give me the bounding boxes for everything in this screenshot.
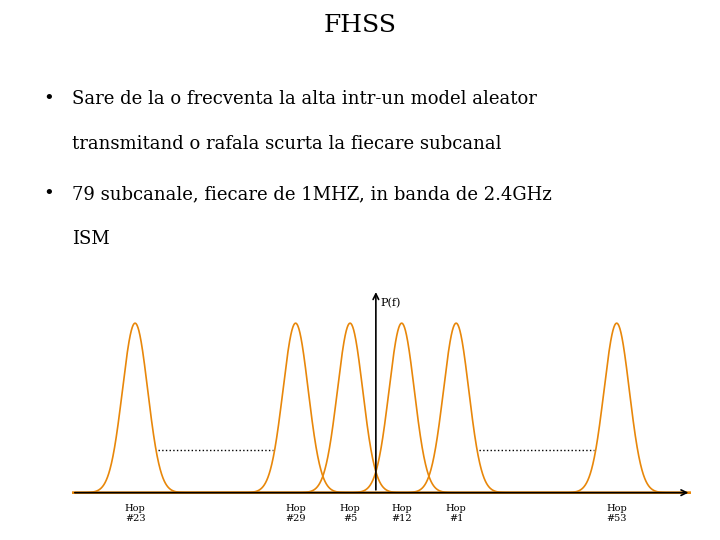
Text: ISM: ISM bbox=[72, 230, 109, 248]
Text: Hop
#12: Hop #12 bbox=[391, 504, 412, 523]
Text: transmitand o rafala scurta la fiecare subcanal: transmitand o rafala scurta la fiecare s… bbox=[72, 135, 502, 153]
Text: Hop
#53: Hop #53 bbox=[606, 504, 627, 523]
Text: Hop
#23: Hop #23 bbox=[125, 504, 145, 523]
Text: Sare de la o frecventa la alta intr-un model aleator: Sare de la o frecventa la alta intr-un m… bbox=[72, 90, 537, 108]
Text: •: • bbox=[43, 90, 54, 108]
Text: •: • bbox=[43, 185, 54, 204]
Text: P(f): P(f) bbox=[380, 298, 401, 308]
Text: 79 subcanale, fiecare de 1MHZ, in banda de 2.4GHz: 79 subcanale, fiecare de 1MHZ, in banda … bbox=[72, 185, 552, 204]
Text: FHSS: FHSS bbox=[323, 14, 397, 37]
Text: Hop
#1: Hop #1 bbox=[446, 504, 467, 523]
Text: Hop
#5: Hop #5 bbox=[340, 504, 361, 523]
Text: Hop
#29: Hop #29 bbox=[285, 504, 306, 523]
